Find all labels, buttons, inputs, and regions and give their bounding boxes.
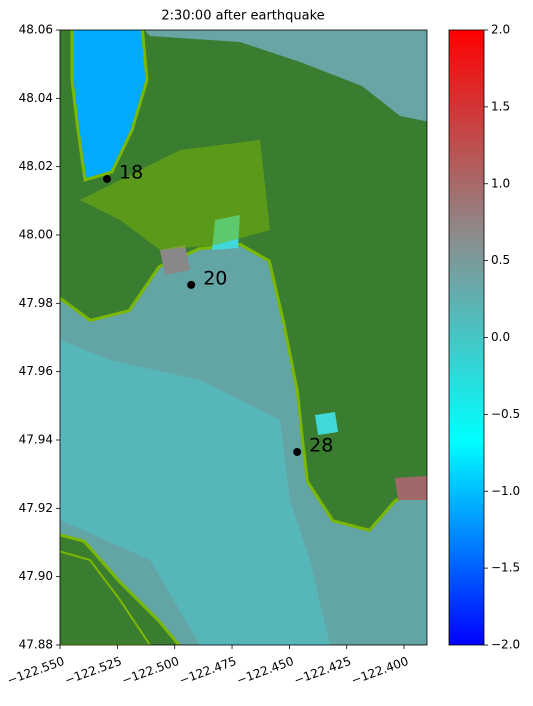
y-tick-label: 47.90 [19, 569, 53, 583]
y-tick-label: 48.02 [19, 159, 53, 173]
colorbar-tick-label: −2.0 [491, 638, 520, 652]
y-tick-label: 47.92 [19, 501, 53, 515]
y-tick-label: 48.06 [19, 23, 53, 37]
x-tick-label: −122.400 [349, 654, 410, 688]
chart-title: 2:30:00 after earthquake [161, 9, 324, 24]
x-tick-label: −122.500 [120, 654, 181, 688]
colorbar-tick-label: 0.0 [491, 330, 510, 344]
x-tick-label: −122.475 [177, 654, 238, 688]
y-tick-label: 47.96 [19, 364, 53, 378]
colorbar-tick-label: 0.5 [491, 253, 510, 267]
colorbar-tick-label: 2.0 [491, 23, 510, 37]
gauge-point [187, 280, 196, 289]
colorbar-tick-label: −0.5 [491, 407, 520, 421]
gauge-label: 18 [119, 161, 143, 183]
y-tick-label: 47.88 [19, 638, 53, 652]
y-tick-label: 47.94 [19, 433, 53, 447]
y-tick-label: 48.04 [19, 91, 53, 105]
gauge-point [293, 447, 302, 456]
colorbar-tick-label: 1.5 [491, 99, 510, 113]
y-tick-label: 48.00 [19, 228, 53, 242]
plot-frame [59, 29, 428, 646]
x-tick-label: −122.550 [5, 654, 66, 688]
gauge-label: 20 [203, 267, 227, 289]
gauge-label: 28 [309, 434, 333, 456]
x-tick-label: −122.425 [292, 654, 353, 688]
x-tick-label: −122.525 [63, 654, 124, 688]
colorbar [448, 29, 485, 646]
x-tick-label: −122.450 [235, 654, 296, 688]
y-tick-label: 47.98 [19, 296, 53, 310]
colorbar-tick-label: −1.0 [491, 484, 520, 498]
colorbar-tick-label: 1.0 [491, 176, 510, 190]
map [60, 30, 427, 645]
gauge-point [103, 174, 112, 183]
colorbar-tick-label: −1.5 [491, 561, 520, 575]
